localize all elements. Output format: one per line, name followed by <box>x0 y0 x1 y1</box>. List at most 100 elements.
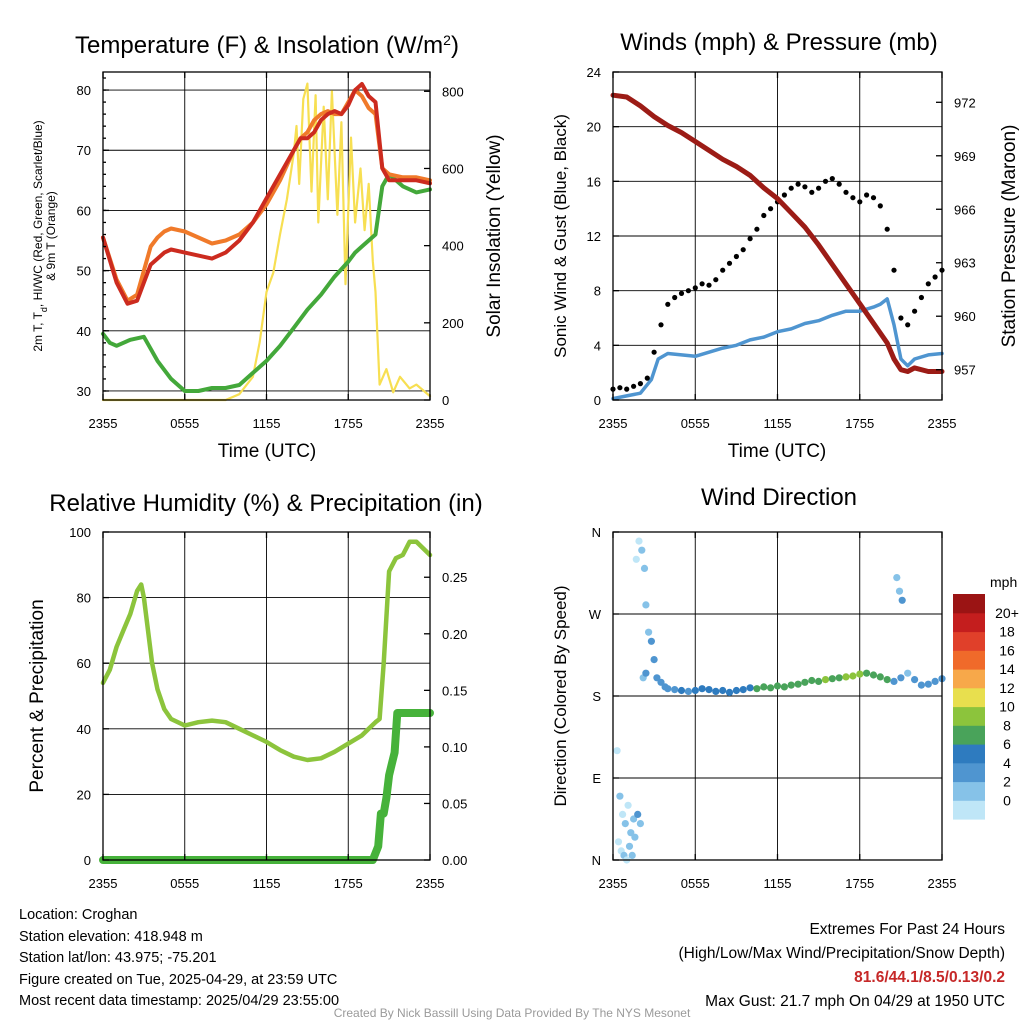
gust-point <box>637 381 644 387</box>
x-tick-label: 1155 <box>253 416 281 431</box>
direction-point <box>821 676 830 684</box>
gust-point <box>898 315 904 321</box>
x-tick-label: 1155 <box>253 876 281 891</box>
winds-title: Winds (mph) & Pressure (mb) <box>620 29 937 56</box>
humidity-title: Relative Humidity (%) & Precipitation (i… <box>49 490 482 517</box>
temperature-xlabel: Time (UTC) <box>218 441 317 462</box>
x-tick-label: 2355 <box>599 416 628 431</box>
y-tick-label-left: 60 <box>77 656 91 671</box>
gust-point <box>665 301 671 307</box>
direction-point <box>621 820 629 828</box>
humidity-grid <box>103 532 430 860</box>
colorbar-swatch <box>953 687 985 708</box>
direction-point <box>904 669 912 677</box>
gust-point <box>754 226 760 232</box>
direction-point <box>630 815 638 823</box>
gust-point <box>617 385 623 391</box>
colorbar-swatch <box>953 650 985 670</box>
colorbar-swatch <box>953 744 985 764</box>
gust-point <box>891 267 897 273</box>
direction-point <box>628 851 636 860</box>
gust-point <box>644 375 650 381</box>
y-tick-label-right: 800 <box>442 84 464 99</box>
direction-point <box>636 820 645 828</box>
direction-point <box>787 681 795 689</box>
direction-point <box>705 686 713 694</box>
credit-text: Created By Nick Bassill Using Data Provi… <box>333 1006 691 1020</box>
direction-ylabel: Direction (Colored By Speed) <box>551 585 570 806</box>
y-tick-label-right: 400 <box>442 239 464 254</box>
y-tick-label-left: 0 <box>84 853 91 868</box>
direction-point <box>664 685 672 693</box>
gust-point <box>857 199 863 205</box>
gust-point <box>768 206 774 212</box>
gust-point <box>850 195 856 201</box>
colorbar-label: 6 <box>1003 736 1011 752</box>
x-tick-label: 1755 <box>334 416 363 431</box>
pressure-ylabel: Station Pressure (Maroon) <box>999 125 1020 348</box>
winds-series <box>610 92 945 401</box>
direction-title: Wind Direction <box>701 484 857 511</box>
temperature-title: Temperature (F) & Insolation (W/m2) <box>75 32 459 59</box>
winds-panel: Winds (mph) & Pressure (mb) 2355 0555 1155… <box>551 29 1020 462</box>
y-tick-label-right: 0.25 <box>442 570 467 585</box>
y-tick-label-left: 80 <box>77 83 91 98</box>
gust-point <box>809 189 815 195</box>
y-tick-label-left: 20 <box>587 120 601 135</box>
gust-point <box>925 281 931 287</box>
gust-point <box>816 185 822 191</box>
gust-point <box>843 189 849 195</box>
humidity-ylabel: Percent & Precipitation <box>27 599 48 792</box>
y-tick-label-right: 960 <box>954 309 976 324</box>
direction-point <box>625 842 634 850</box>
extremes-values: 81.6/44.1/8.5/0.13/0.2 <box>854 969 1005 986</box>
temperature-panel: Temperature (F) & Insolation (W/m2) 2355… <box>31 32 505 462</box>
gust-point <box>678 290 685 296</box>
gust-point <box>740 247 746 253</box>
direction-point <box>883 676 891 684</box>
direction-point <box>725 688 734 697</box>
colorbar-label: 18 <box>999 624 1015 640</box>
gust-point <box>692 285 698 291</box>
insolation-line <box>101 82 432 402</box>
latlon-text: Station lat/lon: 43.975; -75.201 <box>19 950 217 966</box>
created-text: Figure created on Tue, 2025-04-29, at 23… <box>19 971 338 988</box>
y-tick-label-right: 957 <box>954 363 976 378</box>
y-tick-label-left: 100 <box>69 525 91 540</box>
direction-grid <box>613 532 942 860</box>
x-tick-label: 0555 <box>681 416 710 431</box>
y-tick-label-left: 0 <box>594 393 601 408</box>
y-tick-label-left: N <box>592 853 601 868</box>
temperature-series <box>101 82 432 402</box>
dewpoint-line <box>101 172 432 393</box>
humidity-axes: 2355 0555 1155 1755 2355 0 20 40 60 80 100 0.00 0.05… <box>69 525 467 891</box>
colorbar-title: mph <box>990 574 1017 590</box>
direction-point <box>645 628 653 636</box>
colorbar-label: 12 <box>999 680 1015 696</box>
y-tick-label-right: 969 <box>954 149 976 164</box>
direction-point <box>863 669 871 677</box>
speed-colorbar: 0 2 4 6 8 10 12 14 16 18 20+ <box>953 594 1019 820</box>
gust-point <box>829 176 835 182</box>
colorbar-label: 10 <box>999 699 1015 715</box>
direction-point <box>746 684 754 692</box>
y-tick-label-left: 16 <box>587 174 601 189</box>
colorbar-swatch <box>953 631 985 651</box>
winds-xlabel: Time (UTC) <box>728 441 827 462</box>
sonic-wind-line <box>611 297 944 401</box>
colorbar-swatch <box>953 800 985 820</box>
y-tick-label-right: 0.15 <box>442 683 467 698</box>
x-tick-label: 1155 <box>764 416 792 431</box>
elevation-text: Station elevation: 418.948 m <box>19 928 203 945</box>
x-tick-label: 2355 <box>599 876 628 891</box>
pressure-line <box>610 92 945 374</box>
temperature-ylabel: 2m T, Td, HI/WC (Red, Green, Scarlet/Blu… <box>31 120 58 351</box>
precip-line <box>99 709 434 864</box>
colorbar-label: 16 <box>999 642 1015 658</box>
y-tick-label-right: 0 <box>442 393 449 408</box>
location-text: Location: Croghan <box>19 907 138 923</box>
gust-point <box>781 192 788 198</box>
gust-point <box>706 282 712 288</box>
gust-point <box>877 203 883 209</box>
gust-point <box>685 288 692 294</box>
